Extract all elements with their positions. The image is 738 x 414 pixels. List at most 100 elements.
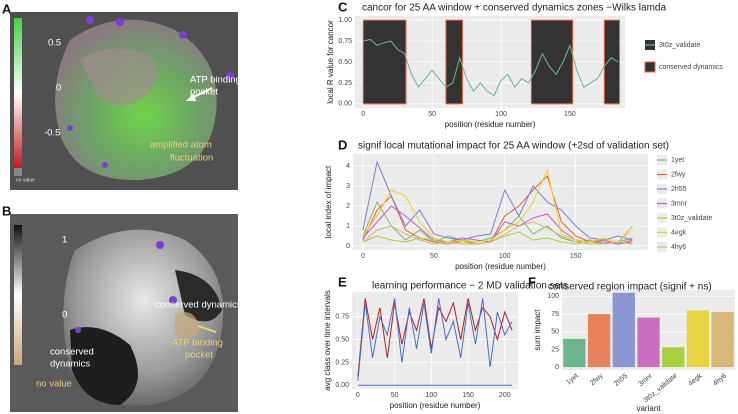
scale-label: -0.5 bbox=[44, 128, 60, 139]
y-tick-label: 25 bbox=[551, 346, 559, 353]
x-tick-label: 50 bbox=[430, 253, 438, 260]
y-tick-label: 0.25 bbox=[335, 359, 349, 366]
y-tick-label: 1 bbox=[346, 223, 350, 230]
y-axis-label: local index of impact bbox=[324, 165, 333, 238]
scale-label: 1 bbox=[62, 235, 67, 246]
legend-key bbox=[644, 61, 656, 73]
atom bbox=[75, 327, 81, 333]
x-tick-label: 0 bbox=[361, 111, 365, 118]
x-tick-label: 3mnr bbox=[637, 372, 654, 388]
y-tick-label: 0.25 bbox=[338, 80, 352, 87]
y-tick-label: 0 bbox=[555, 364, 559, 371]
atom bbox=[156, 241, 164, 249]
zone bbox=[530, 19, 574, 105]
bar bbox=[662, 347, 685, 368]
annotation: pocket bbox=[190, 87, 218, 98]
x-tick-label: 2fwy bbox=[589, 372, 605, 387]
y-tick-label: 100 bbox=[547, 293, 559, 300]
annotation: ATP binding bbox=[190, 75, 241, 86]
legend-label: conserved dynamics bbox=[659, 64, 723, 71]
annotation: fluctuation bbox=[170, 153, 213, 164]
atom bbox=[102, 162, 108, 168]
y-tick-label: 0.50 bbox=[338, 59, 352, 66]
x-tick-label: 100 bbox=[425, 392, 437, 399]
x-axis-label: position (residue number) bbox=[390, 401, 481, 410]
legend-label: 2h55 bbox=[671, 186, 687, 193]
scale-label: 0 bbox=[62, 310, 67, 321]
annotation: dynamics bbox=[50, 359, 90, 370]
atom bbox=[226, 72, 234, 80]
legend-label: 2fwy bbox=[671, 171, 686, 178]
line bbox=[357, 298, 513, 381]
atom bbox=[86, 16, 94, 24]
x-axis-label: position (residue number) bbox=[455, 262, 546, 271]
x-tick-label: 4egk bbox=[687, 372, 704, 387]
annotation: amplified atom bbox=[150, 140, 212, 151]
arrow-head bbox=[186, 93, 196, 101]
y-tick-label: 4 bbox=[346, 163, 350, 170]
atom bbox=[179, 31, 187, 39]
line bbox=[362, 160, 633, 241]
line bbox=[362, 221, 633, 245]
line bbox=[362, 200, 633, 245]
bar bbox=[686, 310, 710, 368]
line bbox=[362, 175, 633, 245]
arrow bbox=[197, 325, 217, 333]
panel-letter: D bbox=[338, 137, 347, 152]
zone bbox=[362, 19, 407, 105]
legend-label: 3t0z_validate bbox=[671, 215, 712, 222]
y-axis-label: local R value for cancor bbox=[326, 20, 335, 104]
panel-a: A 0.5 0 -0.5 no value ATP binding pocket… bbox=[2, 1, 241, 190]
x-tick-label: 1yet bbox=[565, 373, 580, 387]
x-tick-label: 0 bbox=[356, 392, 360, 399]
protein-region bbox=[80, 48, 158, 106]
zone bbox=[445, 19, 463, 105]
line bbox=[362, 168, 633, 243]
legend-label: 3mnr bbox=[671, 200, 688, 207]
conserved-region bbox=[70, 327, 138, 405]
y-tick-label: 3 bbox=[346, 183, 350, 190]
y-tick-label: 0.00 bbox=[335, 382, 349, 389]
annotation: pocket bbox=[185, 350, 213, 361]
x-tick-label: 2h55 bbox=[613, 373, 630, 388]
atom bbox=[67, 125, 73, 131]
panel-b: B 1 0 no value conserved dynamics conser… bbox=[2, 203, 242, 412]
x-tick-label: 50 bbox=[391, 392, 399, 399]
pocket bbox=[175, 312, 200, 339]
bar bbox=[587, 314, 611, 368]
bar bbox=[563, 338, 586, 368]
line bbox=[362, 231, 633, 245]
panel-letter: C bbox=[338, 0, 348, 14]
panel-letter: E bbox=[338, 274, 347, 289]
bar bbox=[711, 311, 734, 368]
y-tick-label: 1.00 bbox=[338, 17, 352, 24]
colorbar bbox=[14, 18, 22, 168]
x-tick-label: 150 bbox=[564, 111, 576, 118]
x-tick-label: 100 bbox=[499, 253, 511, 260]
colorbar bbox=[14, 225, 22, 365]
x-tick-label: 150 bbox=[462, 392, 474, 399]
panel-letter: B bbox=[2, 203, 11, 218]
atom bbox=[169, 296, 177, 304]
chart-title: signif local mutational impact for 25 AA… bbox=[358, 141, 669, 152]
legend-label: 3t0z_validate bbox=[659, 42, 700, 49]
zone bbox=[603, 19, 620, 105]
legend-label: 1yet bbox=[671, 157, 684, 164]
y-tick-label: 75 bbox=[551, 311, 559, 318]
plot-bg bbox=[352, 292, 518, 389]
x-tick-label: 50 bbox=[428, 111, 436, 118]
scale-label: 0.5 bbox=[48, 38, 61, 49]
y-axis-label: sum impact bbox=[533, 309, 542, 351]
scale-label: no value bbox=[36, 379, 72, 390]
x-tick-label: 0 bbox=[361, 253, 365, 260]
y-tick-label: 50 bbox=[551, 329, 559, 336]
legend-label: 4hy6 bbox=[671, 244, 686, 251]
x-axis-label: position (residue number) bbox=[445, 120, 536, 129]
panel-letter: A bbox=[2, 1, 12, 16]
bar bbox=[612, 292, 635, 368]
chart-title: cancor for 25 AA window + conserved dyna… bbox=[362, 3, 666, 14]
annotation: conserved bbox=[50, 347, 94, 358]
chart-title: conserved region impact (signif + ns) bbox=[548, 282, 712, 293]
scale-label: 0 bbox=[56, 83, 61, 94]
